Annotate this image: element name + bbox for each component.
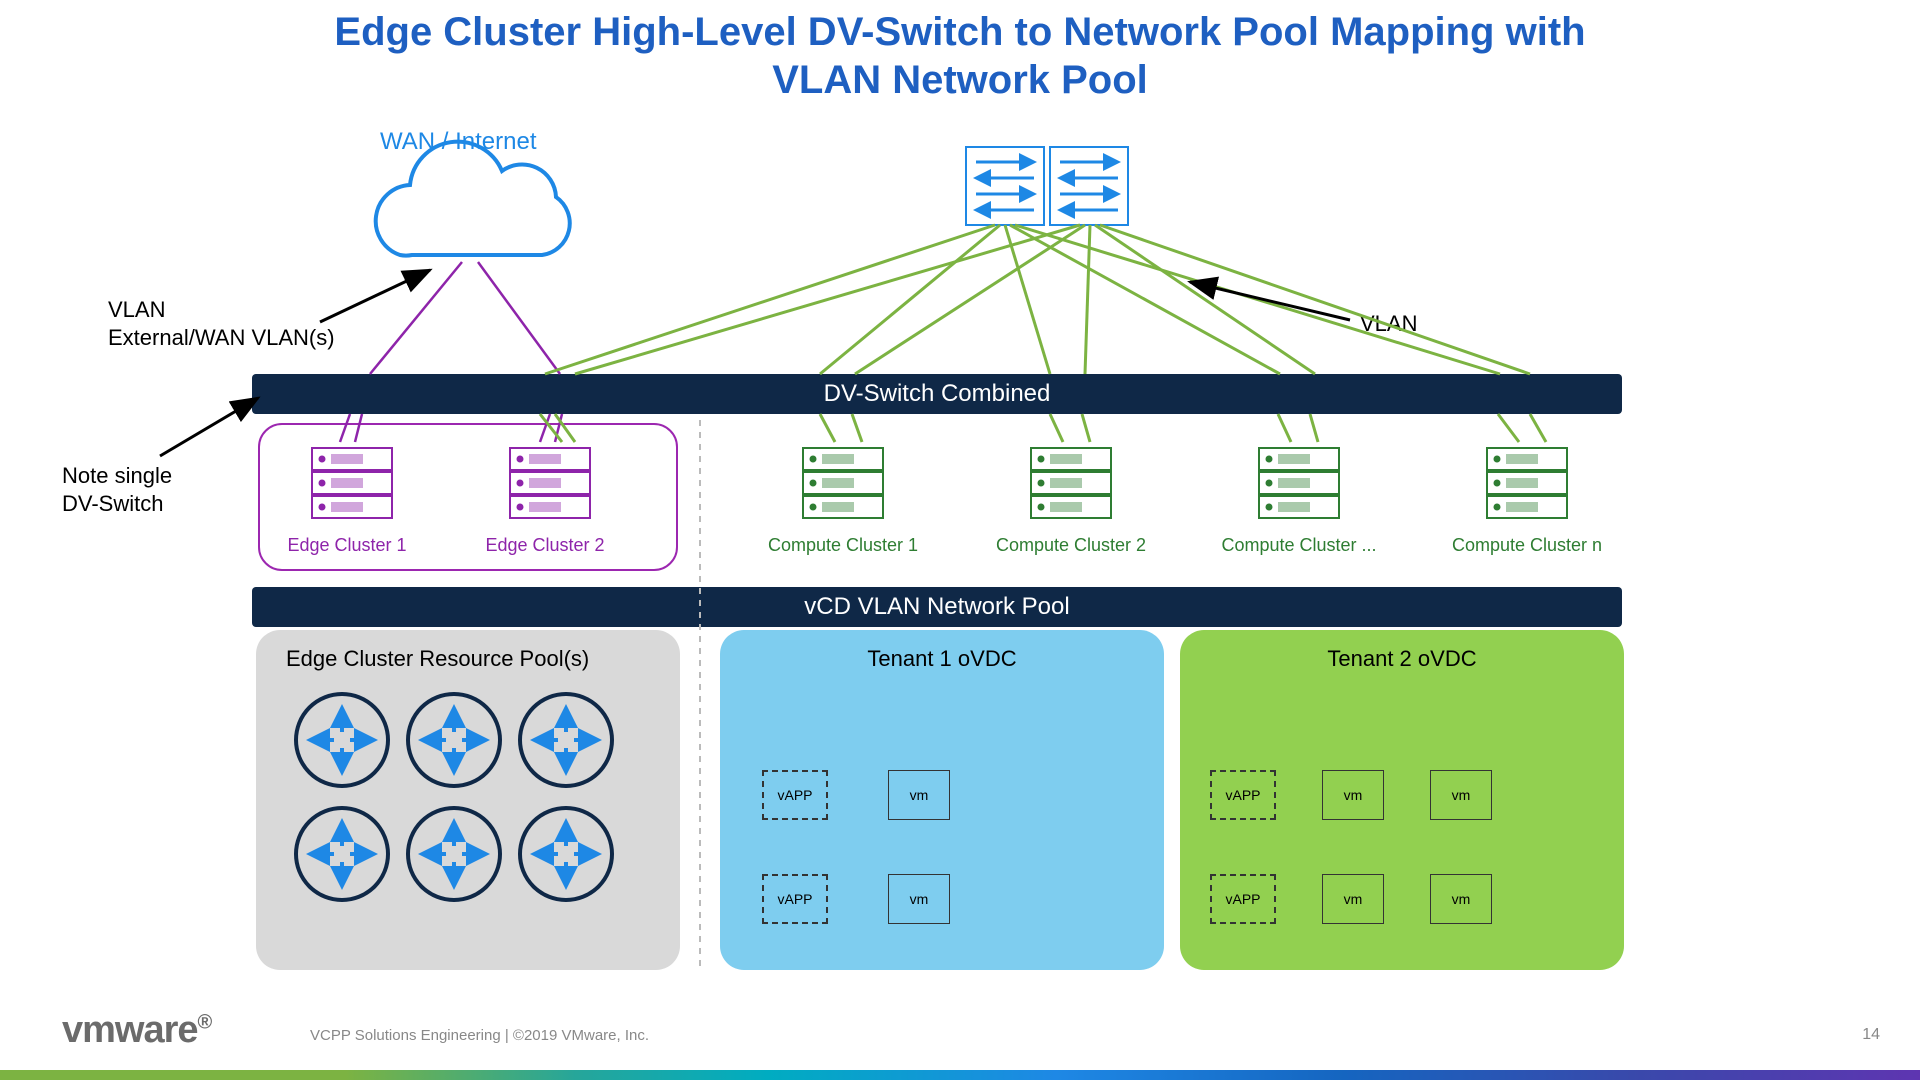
label-compute-cluster-2: Compute Cluster 2 [986, 535, 1156, 556]
purple-lines [340, 262, 562, 442]
title-line-1: Edge Cluster High-Level DV-Switch to Net… [334, 10, 1585, 54]
tenant2-vapp-2: vAPP [1210, 874, 1276, 924]
label-compute-cluster-1: Compute Cluster 1 [758, 535, 928, 556]
tenant1-vapp-1: vAPP [762, 770, 828, 820]
pool-tenant-1-title: Tenant 1 oVDC [738, 642, 1146, 672]
server-compute-2 [1031, 448, 1111, 518]
label-edge-cluster-1: Edge Cluster 1 [282, 535, 412, 556]
pool-tenant-2: Tenant 2 oVDC vAPP vm vm vAPP vm vm [1180, 630, 1624, 970]
slide-title: Edge Cluster High-Level DV-Switch to Net… [0, 8, 1920, 104]
tenant1-vm-2: vm [888, 874, 950, 924]
annotation-vlan-right: VLAN [1360, 310, 1417, 338]
cloud-icon [376, 142, 570, 256]
server-compute-1 [803, 448, 883, 518]
tenant2-vapp-1: vAPP [1210, 770, 1276, 820]
footer-text: VCPP Solutions Engineering | ©2019 VMwar… [310, 1027, 649, 1044]
tenant2-vm-2: vm [1430, 770, 1492, 820]
server-compute-n [1487, 448, 1567, 518]
tenant2-vm-1: vm [1322, 770, 1384, 820]
tenant2-row1: vAPP vm vm [1210, 770, 1492, 820]
annotation-external-vlan-l2: External/WAN VLAN(s) [108, 325, 335, 350]
pool-edge-resource-title: Edge Cluster Resource Pool(s) [274, 642, 662, 672]
green-lines-top [545, 225, 1530, 374]
annotation-note-l1: Note single [62, 463, 172, 488]
pool-tenant-1: Tenant 1 oVDC vAPP vm vAPP vm [720, 630, 1164, 970]
bar-vcd-pool: vCD VLAN Network Pool [252, 587, 1622, 627]
tenant1-vapp-2: vAPP [762, 874, 828, 924]
label-compute-cluster-3: Compute Cluster ... [1214, 535, 1384, 556]
annotation-external-vlan: VLAN External/WAN VLAN(s) [108, 296, 335, 351]
page-number: 14 [1862, 1026, 1880, 1044]
switch-icon-2 [1050, 147, 1128, 225]
annotation-note-l2: DV-Switch [62, 491, 163, 516]
footer-brand-text: vmware [62, 1009, 198, 1051]
annotation-note-single: Note single DV-Switch [62, 462, 172, 517]
pool-edge-resource: Edge Cluster Resource Pool(s) [256, 630, 680, 970]
tenant2-vm-4: vm [1430, 874, 1492, 924]
footer-brand: vmware® [62, 1009, 211, 1052]
pool-tenant-2-title: Tenant 2 oVDC [1198, 642, 1606, 672]
server-compute-3 [1259, 448, 1339, 518]
label-compute-cluster-n: Compute Cluster n [1442, 535, 1612, 556]
tenant2-row2: vAPP vm vm [1210, 874, 1492, 924]
cloud-label: WAN / Internet [380, 128, 537, 156]
footer-gradient-bar [0, 1070, 1920, 1080]
label-edge-cluster-2: Edge Cluster 2 [480, 535, 610, 556]
switch-icon-1 [966, 147, 1044, 225]
title-line-2: VLAN Network Pool [772, 58, 1148, 102]
tenant1-row1: vAPP vm [762, 770, 950, 820]
bar-dvswitch: DV-Switch Combined [252, 374, 1622, 414]
tenant2-vm-3: vm [1322, 874, 1384, 924]
tenant1-vm-1: vm [888, 770, 950, 820]
green-lines-bottom [540, 414, 1546, 442]
annotation-external-vlan-l1: VLAN [108, 297, 165, 322]
slide: Edge Cluster High-Level DV-Switch to Net… [0, 0, 1920, 1080]
tenant1-row2: vAPP vm [762, 874, 950, 924]
